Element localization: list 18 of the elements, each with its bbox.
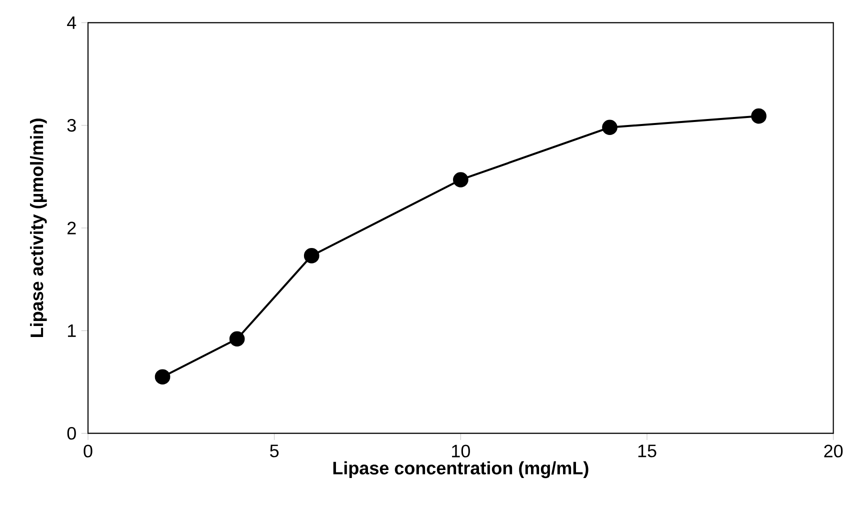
point: [304, 248, 320, 264]
point: [453, 172, 468, 188]
point: [602, 120, 618, 136]
x-tick-label: 15: [638, 444, 656, 458]
point: [229, 331, 245, 347]
x-tick-label: 5: [270, 444, 279, 458]
point: [751, 108, 766, 124]
y-tick-label: 3: [67, 118, 76, 132]
y-tick-label: 2: [68, 222, 76, 234]
point: [154, 369, 170, 385]
y-tick-label: 4: [67, 16, 76, 29]
x-tick-label: 10: [452, 444, 470, 458]
y-tick-label: 1: [68, 324, 76, 337]
x-axis-title: Lipase concentration (mg/mL): [333, 461, 588, 478]
x-tick-label: 0: [84, 444, 92, 458]
y-tick-label: 0: [67, 426, 76, 440]
x-tick-label: 20: [824, 444, 843, 458]
y-axis-title: Lipase activity (µmol/min): [30, 118, 47, 337]
